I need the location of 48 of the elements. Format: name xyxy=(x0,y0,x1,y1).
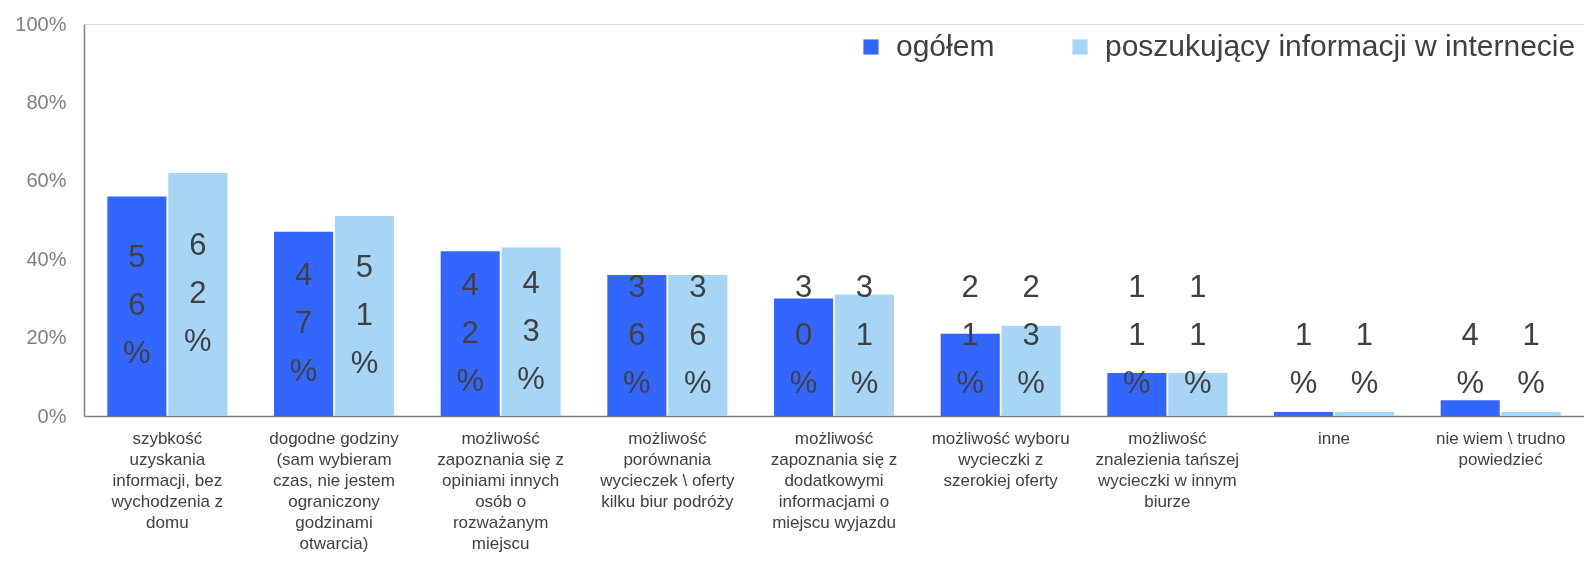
data-label: 1% xyxy=(1289,316,1318,400)
y-tick-label: 20% xyxy=(26,326,67,349)
x-tick-label: możliwość wyboru wycieczki z szerokiej oferty xyxy=(931,428,1070,490)
bar xyxy=(1001,325,1061,416)
y-tick-label: 0% xyxy=(37,404,67,427)
bar xyxy=(1274,412,1334,416)
data-label: 56% xyxy=(123,239,151,371)
data-label: 31% xyxy=(850,268,879,400)
data-label: 36% xyxy=(684,268,712,400)
x-tick-label: możliwość zapoznania się z opiniami innych osób o rozważanym miejscu xyxy=(437,428,564,553)
bar xyxy=(334,216,394,416)
data-label: 51% xyxy=(350,249,379,381)
y-tick-label: 40% xyxy=(26,247,67,270)
x-tick-label: możliwość porównania wycieczek \ oferty kilku biur podróży xyxy=(599,428,735,511)
data-label: 1% xyxy=(1350,316,1379,400)
bar xyxy=(440,251,500,416)
data-label: 4% xyxy=(1456,316,1484,400)
bar xyxy=(774,298,834,416)
bar xyxy=(501,247,561,416)
y-tick-label: 100% xyxy=(15,12,67,35)
bar xyxy=(668,274,728,416)
data-label: 42% xyxy=(456,266,484,398)
x-tick-label: możliwość zapoznania się z dodatkowymi informacjami o miejscu wyjazdu xyxy=(770,428,898,532)
bar xyxy=(107,196,167,416)
data-label: 1% xyxy=(1517,316,1545,400)
bar xyxy=(607,274,667,416)
bar xyxy=(1334,412,1394,416)
legend-label: ogółem xyxy=(896,29,995,62)
y-tick-label: 80% xyxy=(26,90,67,113)
x-tick-label: inne xyxy=(1317,428,1351,448)
data-label: 43% xyxy=(517,264,545,396)
x-tick-label: możliwość znalezienia tańszej wycieczki w innym biurze xyxy=(1095,428,1240,511)
x-tick-label: nie wiem \ trudno powiedzieć xyxy=(1435,428,1566,469)
y-tick-label: 60% xyxy=(26,169,67,192)
data-label: 47% xyxy=(289,256,318,388)
data-label: 11% xyxy=(1123,268,1151,400)
legend-label: poszukujący informacji w internecie xyxy=(1105,29,1576,62)
data-label: 11% xyxy=(1184,268,1212,400)
x-tick-label: szybkość uzyskania informacji, bez wychodzenia z domu xyxy=(110,428,224,532)
data-label: 30% xyxy=(789,268,818,400)
data-label: 62% xyxy=(184,227,212,359)
bar xyxy=(1440,400,1500,416)
x-tick-label: dogodne godziny (sam wybieram czas, nie jestem ograniczony godzinami otwarcia) xyxy=(269,428,400,553)
bar xyxy=(168,172,228,416)
bar xyxy=(274,231,334,416)
data-label: 23% xyxy=(1017,268,1045,400)
data-label: 36% xyxy=(623,268,651,400)
bar xyxy=(1501,412,1561,416)
